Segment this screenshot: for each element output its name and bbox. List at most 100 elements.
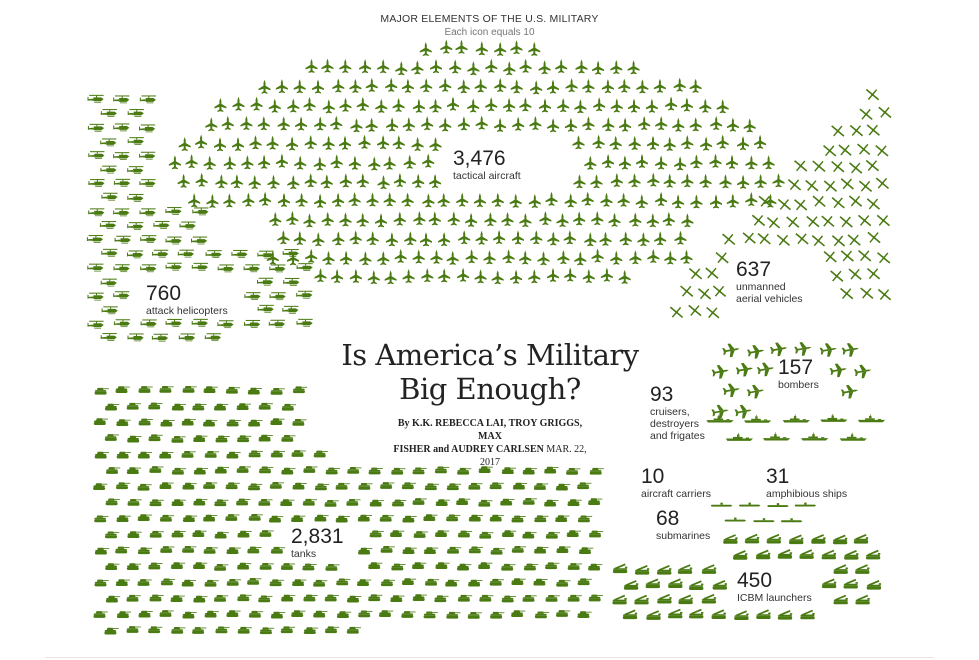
tactical-aircraft-icon-100 [547,118,560,133]
attack-helicopters-icon-29 [179,221,196,230]
attack-helicopters-icon-51 [296,263,313,271]
cruisers-icon-4 [820,413,848,422]
name-cruisers-line-2: destroyers [650,418,700,430]
uav-icon-41 [795,233,809,245]
tanks-icon-203 [94,579,109,587]
tactical-aircraft-icon-115 [232,137,244,151]
tactical-aircraft-icon-280 [430,249,443,264]
tactical-aircraft-icon-22 [555,59,568,73]
name-uav-line-2: aerial vehicles [736,293,803,305]
tanks-icon-22 [138,418,153,426]
tanks-icon-267 [490,611,505,619]
tactical-aircraft-icon-216 [635,194,648,209]
uav-icon-37 [722,233,736,246]
tactical-aircraft-icon-84 [257,116,270,131]
tactical-aircraft-icon-298 [367,270,380,285]
uav-icon-28 [866,198,881,210]
tanks-icon-179 [556,546,571,553]
tactical-aircraft-icon-180 [590,174,603,189]
tactical-aircraft-icon-51 [689,78,702,93]
icbm-launchers-icon-32 [657,593,672,604]
attack-helicopters-icon-48 [217,264,234,273]
tactical-aircraft-icon-229 [356,212,369,227]
tactical-aircraft-icon-173 [339,173,352,188]
attack-helicopters-icon-53 [257,277,274,286]
tactical-aircraft-icon-233 [428,211,441,226]
tactical-aircraft-icon-230 [375,213,387,228]
bombers-icon-15 [710,403,730,420]
tactical-aircraft-icon-16 [449,59,462,74]
tactical-aircraft-icon-93 [421,116,434,131]
tanks-icon-225 [577,578,592,586]
tanks-icon-139 [534,515,549,523]
tactical-aircraft-icon-262 [530,230,543,245]
icbm-launchers-icon-16 [634,565,650,575]
tanks-icon-43 [181,451,196,458]
tanks-icon-94 [555,483,571,491]
tactical-aircraft-icon-274 [322,250,335,265]
tactical-aircraft-icon-182 [628,173,641,188]
tactical-aircraft-icon-168 [248,175,261,189]
label-bombers: 157 bombers [778,357,819,392]
tanks-icon-278 [237,626,252,634]
tanks-icon-234 [281,594,296,602]
headline: Is America’s Military Big Enough? [330,338,650,406]
icbm-launchers-icon-17 [657,565,672,575]
attack-helicopters-icon-2 [113,95,130,104]
tanks-icon-151 [390,530,405,538]
tactical-aircraft-icon-302 [438,268,451,283]
attack-helicopters-icon-68 [217,320,234,329]
attack-helicopters-icon-25 [192,207,209,216]
attack-helicopters-icon-21 [88,208,105,217]
chart-header-subtitle: Each icon equals 10 [444,27,535,38]
tanks-icon-246 [545,595,560,602]
attack-helicopters-icon-52 [100,278,117,287]
tanks-icon-80 [248,483,263,491]
icbm-launchers-icon-45 [800,609,815,620]
tactical-aircraft-icon-294 [680,249,693,264]
tactical-aircraft-icon-69 [519,97,532,112]
tanks-icon-192 [368,562,383,570]
tactical-aircraft-icon-62 [392,97,405,112]
tactical-aircraft-icon-91 [386,117,399,132]
tactical-aircraft-icon-179 [573,174,586,189]
tactical-aircraft-icon-310 [582,269,595,283]
tactical-aircraft-icon-136 [737,136,749,151]
tactical-aircraft-icon-117 [266,135,279,150]
tanks-icon-89 [446,483,462,491]
icbm-launchers-icon-6 [832,534,848,545]
uav-icon-44 [847,234,861,246]
tanks-icon-200 [545,562,560,570]
tanks-icon-269 [534,611,550,619]
icbm-launchers-icon-30 [612,594,627,605]
tanks-icon-235 [303,594,318,602]
tanks-icon-233 [258,595,273,603]
tactical-aircraft-icon-119 [304,135,317,149]
tactical-aircraft-icon-191 [188,193,201,208]
tactical-aircraft-icon-6 [510,40,523,55]
tactical-aircraft-icon-159 [690,154,703,169]
tanks-icon-15 [192,403,207,411]
tanks-icon-212 [292,579,307,586]
bombers-icon-9 [756,361,776,378]
tactical-aircraft-icon-185 [681,173,694,188]
tanks-icon-244 [501,595,516,603]
tactical-aircraft-icon-147 [330,154,343,169]
tanks-icon-47 [270,450,286,458]
tactical-aircraft-icon-199 [332,192,345,207]
tanks-icon-140 [555,515,570,522]
tactical-aircraft-icon-21 [538,60,551,75]
tanks-icon-136 [468,514,484,522]
tanks-icon-211 [269,579,284,587]
tactical-aircraft-icon-20 [519,58,532,73]
value-attack-helicopters: 760 [146,282,182,305]
attack-helicopters-icon-34 [191,236,208,245]
tanks-icon-73 [93,483,108,491]
tanks-icon-84 [335,482,350,490]
uav-icon-10 [875,145,889,157]
uav-icon-39 [757,233,771,245]
tactical-aircraft-icon-26 [627,60,640,75]
tanks-icon-9 [270,388,285,395]
tactical-aircraft-icon-155 [618,155,631,170]
tanks-icon-263 [401,611,416,618]
